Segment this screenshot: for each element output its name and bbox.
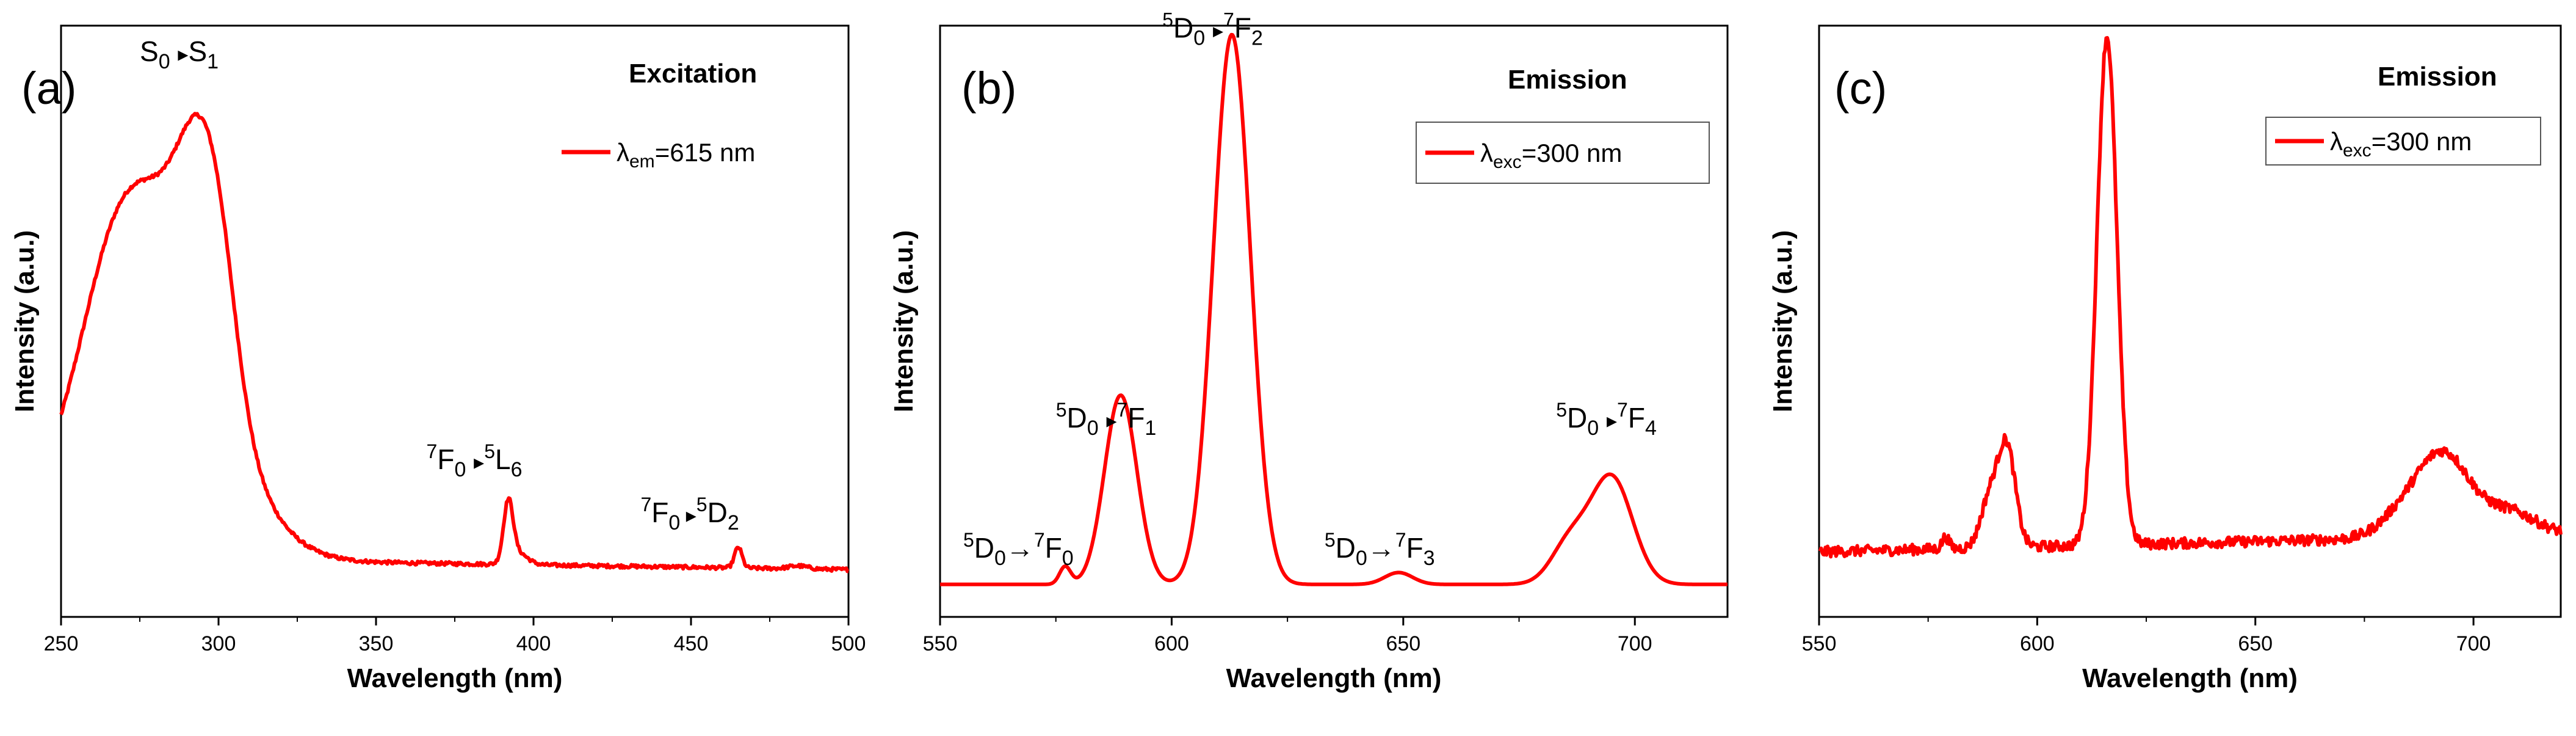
x-axis-label: Wavelength (nm) xyxy=(347,663,563,693)
transition-annotation: 7F0 ▸5D2 xyxy=(640,494,739,534)
chart-title: Excitation xyxy=(629,59,757,89)
x-tick-label: 650 xyxy=(2238,632,2273,655)
series-line xyxy=(939,32,1729,586)
x-tick-label: 400 xyxy=(516,632,551,655)
x-tick-label: 450 xyxy=(674,632,709,655)
series-line xyxy=(59,112,850,574)
transition-annotation: 5D0→7F3 xyxy=(1325,529,1435,570)
x-tick-label: 600 xyxy=(2020,632,2055,655)
transition-annotation: 5D0 ▸7F2 xyxy=(1162,9,1263,49)
legend: λexc=300 nm xyxy=(2265,117,2541,166)
x-tick-label: 700 xyxy=(1618,632,1652,655)
y-axis-label: Intensity (a.u.) xyxy=(889,230,919,412)
x-tick-label: 300 xyxy=(201,632,236,655)
panel-c: 550 600 650 700 Wavelength (nm) Intensity (a.… xyxy=(1768,24,2563,693)
transition-annotation: 5D0 ▸7F1 xyxy=(1056,399,1157,440)
transition-annotation: 5D0 ▸7F4 xyxy=(1556,399,1657,440)
x-tick-label: 250 xyxy=(44,632,79,655)
x-tick-label: 600 xyxy=(1154,632,1189,655)
x-tick-label: 550 xyxy=(1802,632,1837,655)
transition-annotation: S0 ▸S1 xyxy=(140,35,219,73)
y-axis-label: Intensity (a.u.) xyxy=(10,230,40,412)
transition-annotation: 7F0 ▸5L6 xyxy=(427,440,523,481)
legend-label: λexc=300 nm xyxy=(1480,139,1622,172)
x-tick-label: 500 xyxy=(831,632,866,655)
panel-label: (b) xyxy=(961,63,1016,114)
panel-a: 250 300 350 400 450 500 Wavelength (nm) Intensi… xyxy=(10,24,866,693)
plot-frame xyxy=(1818,24,2562,618)
chart-title: Emission xyxy=(1508,65,1627,95)
x-axis-label: Wavelength (nm) xyxy=(2082,663,2298,693)
transition-annotation: 5D0→7F0 xyxy=(963,529,1074,570)
x-tick-label: 700 xyxy=(2456,632,2491,655)
panel-b: 550 600 650 700 Wavelength (nm) Intensity (a.… xyxy=(889,9,1729,693)
legend-label: λexc=300 nm xyxy=(2330,127,2472,161)
series-line xyxy=(1818,35,2563,559)
y-axis-label: Intensity (a.u.) xyxy=(1768,230,1798,412)
chart-title: Emission xyxy=(2378,62,2497,92)
plot-frame xyxy=(939,24,1729,618)
x-tick-label: 550 xyxy=(923,632,958,655)
legend: λem=615 nm xyxy=(562,138,755,172)
x-axis-label: Wavelength (nm) xyxy=(1226,663,1442,693)
x-tick-label: 650 xyxy=(1386,632,1420,655)
x-tick-label: 350 xyxy=(359,632,394,655)
panel-label: (a) xyxy=(21,63,76,114)
panel-label: (c) xyxy=(1834,63,1887,114)
legend: λexc=300 nm xyxy=(1416,122,1710,184)
legend-label: λem=615 nm xyxy=(617,138,755,172)
